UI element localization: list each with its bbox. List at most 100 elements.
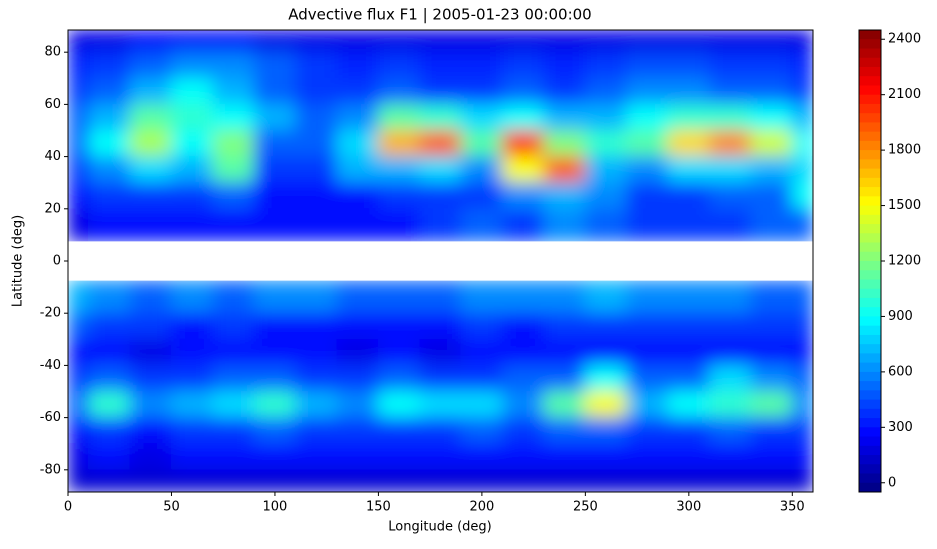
field-cell (709, 182, 752, 210)
field-cell (791, 391, 813, 419)
field-cell (791, 338, 813, 366)
field-cell (667, 156, 711, 184)
colorbar-segment (859, 177, 881, 188)
field-cell (295, 469, 338, 492)
field-cell (543, 208, 586, 242)
colorbar-segment (859, 103, 881, 114)
field-cell (791, 51, 813, 79)
colorbar-segment (859, 427, 881, 438)
field-cell (667, 417, 711, 445)
field-cell (295, 443, 338, 471)
field-cell (170, 30, 214, 53)
field-cell (295, 417, 338, 445)
field-cell (419, 30, 462, 53)
field-cell (791, 129, 813, 158)
field-cell (88, 51, 131, 79)
field-cell (543, 182, 586, 210)
field-cell (253, 364, 297, 393)
field-cell (584, 129, 628, 158)
field-cell (295, 103, 338, 131)
colorbar-segment (859, 131, 881, 142)
colorbar-segment (859, 94, 881, 105)
x-tick-label: 50 (163, 500, 180, 515)
field-cell (584, 208, 628, 242)
field-cell (419, 338, 462, 366)
field-cell (212, 208, 255, 242)
field-cell (626, 280, 669, 314)
field-cell (377, 391, 421, 419)
colorbar-segment (859, 187, 881, 197)
field-cell (295, 338, 338, 366)
field-cell (626, 51, 669, 79)
field-cell (170, 208, 214, 242)
field-cell (460, 182, 504, 210)
colorbar-segment (859, 445, 881, 456)
field-cell (419, 280, 462, 314)
colorbar-segment (859, 242, 881, 253)
field-cell (212, 338, 255, 366)
field-cell (543, 338, 586, 366)
field-cell (584, 338, 628, 366)
chart-title: Advective flux F1 | 2005-01-23 00:00:00 (288, 6, 591, 24)
x-axis-label: Longitude (deg) (388, 520, 491, 535)
field-piece (68, 280, 813, 492)
y-tick-label: 80 (44, 45, 61, 60)
field-cell (129, 30, 172, 53)
field-cell (502, 312, 545, 340)
x-tick-label: 0 (64, 500, 72, 515)
field-cell (791, 469, 813, 492)
field-cell (626, 443, 669, 471)
field-cell (336, 156, 379, 184)
field-cell (543, 51, 586, 79)
field-cell (336, 338, 379, 366)
field-cell (88, 77, 131, 105)
field-cell (502, 51, 545, 79)
field-cell (460, 129, 504, 158)
field-cell (709, 417, 752, 445)
field-cell (750, 280, 793, 314)
field-cell (212, 312, 255, 340)
colorbar-segment (859, 48, 881, 59)
field-cell (212, 469, 255, 492)
field-cell (502, 443, 545, 471)
field-cell (68, 391, 90, 419)
y-tick-label: -40 (40, 358, 61, 373)
field-cell (253, 51, 297, 79)
colorbar-tick-label: 900 (888, 309, 913, 324)
field-cell (543, 469, 586, 492)
y-tick-label: 20 (44, 201, 61, 216)
field-cell (502, 469, 545, 492)
field-cell (667, 338, 711, 366)
field-cell (295, 208, 338, 242)
field-cell (129, 469, 172, 492)
colorbar-tick-label: 2100 (888, 87, 921, 102)
field-cell (667, 51, 711, 79)
field-cell (667, 469, 711, 492)
field-cell (584, 364, 628, 393)
field-cell (543, 30, 586, 53)
colorbar-segment (859, 334, 881, 345)
field-cell (791, 364, 813, 393)
field-cell (170, 364, 214, 393)
field-cell (584, 469, 628, 492)
field-cell (750, 364, 793, 393)
field-cell (170, 103, 214, 131)
field-cell (377, 443, 421, 471)
field-cell (129, 129, 172, 158)
field-cell (68, 417, 90, 445)
field-cell (750, 77, 793, 105)
field-cell (253, 391, 297, 419)
field-cell (88, 391, 131, 419)
field-cell (460, 103, 504, 131)
colorbar-segment (859, 418, 881, 428)
field-cell (584, 103, 628, 131)
field-cell (68, 182, 90, 210)
field-cell (709, 51, 752, 79)
field-cell (460, 51, 504, 79)
field-cell (750, 103, 793, 131)
field-cell (88, 280, 131, 314)
colorbar-segment (859, 150, 881, 160)
field-cell (212, 156, 255, 184)
colorbar-segment (859, 362, 881, 373)
field-cell (253, 30, 297, 53)
